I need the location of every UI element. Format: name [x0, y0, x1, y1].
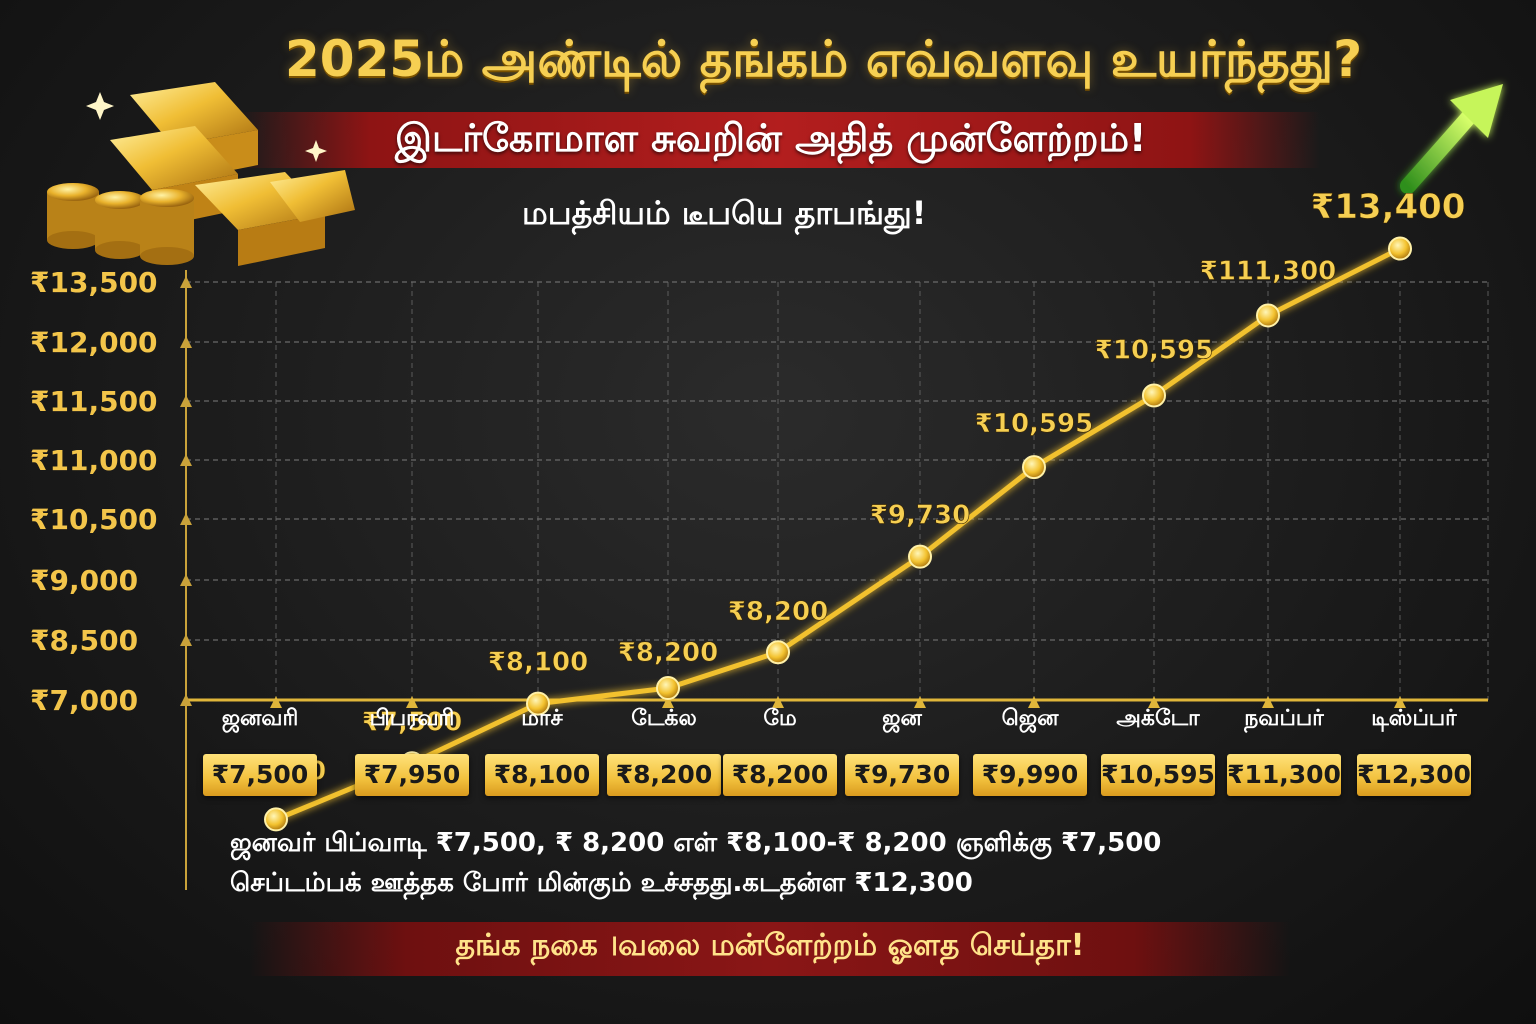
tagline: மபத்சியம் டீபயெ தாபங்து! — [522, 194, 927, 232]
footer-banner — [250, 922, 1290, 976]
price-cell: ₹9,990 — [973, 754, 1087, 796]
price-cell: ₹11,300 — [1227, 754, 1341, 796]
y-tick-label: ₹11,500 — [30, 385, 158, 418]
price-cell: ₹12,300 — [1357, 754, 1471, 796]
month-label: ஜென — [1001, 706, 1059, 731]
y-tick-label: ₹11,000 — [30, 444, 158, 477]
x-tick-mark — [1262, 696, 1274, 708]
page-title: 2025ம் அண்டில் தங்கம் எவ்வளவு உயர்ந்தது? — [285, 30, 1363, 88]
data-label: ₹10,595 — [1095, 335, 1213, 365]
chart-plot: ₹7,500₹7,500₹8,100₹8,200₹8,200₹9,730₹10,… — [226, 187, 1466, 832]
subtitle: இடர்கோமாள சுவறின் அதித் முன்ளேற்றம்! — [395, 116, 1147, 160]
month-label: அக்டோ — [1116, 706, 1200, 731]
price-cell: ₹9,730 — [845, 754, 959, 796]
note-line-1: ஜனவர் பிப்வாடி ₹7,500, ₹ 8,200 எள் ₹8,10… — [230, 828, 1162, 858]
month-label: பிபரவரி — [369, 706, 455, 731]
month-label: டேக்ல — [631, 706, 697, 731]
data-point — [1022, 455, 1046, 480]
y-tick-mark — [180, 694, 192, 706]
month-label: ஜன — [882, 706, 922, 731]
data-label: ₹8,100 — [488, 648, 588, 678]
x-tick-mark — [406, 696, 418, 708]
y-tick-label: ₹8,500 — [30, 624, 138, 657]
chart-axes: ₹13,500 ₹12,000 ₹11,500 ₹11,000 ₹10,500 ₹9,00… — [30, 266, 1488, 890]
data-point — [526, 691, 550, 716]
x-tick-mark — [1394, 696, 1406, 708]
gold-coins-icon — [47, 183, 194, 265]
y-tick-mark — [180, 454, 192, 466]
data-label: ₹7,500 — [362, 707, 462, 737]
y-tick-mark — [180, 513, 192, 525]
month-label: ஜனவரி — [221, 706, 299, 731]
y-tick-mark — [180, 395, 192, 407]
series-line — [275, 246, 1402, 822]
y-tick-mark — [180, 634, 192, 646]
data-point — [766, 640, 790, 665]
price-cell: ₹8,200 — [607, 754, 721, 796]
x-tick-mark — [914, 696, 926, 708]
month-label: மே — [763, 706, 797, 731]
data-point — [1142, 383, 1166, 408]
data-point — [1256, 303, 1280, 328]
footer-text: தங்க நகை ।வலை மன்ளேற்றம் ஓளத செய்தா! — [455, 928, 1085, 963]
price-cell: ₹8,200 — [723, 754, 837, 796]
data-point — [908, 544, 932, 569]
y-tick-label: ₹12,000 — [30, 326, 158, 359]
subtitle-banner — [240, 112, 1320, 168]
price-cell: ₹7,950 — [355, 754, 469, 796]
y-tick-mark — [180, 276, 192, 288]
data-point — [264, 807, 288, 832]
sparkle-icon — [86, 92, 327, 162]
price-cell: ₹8,100 — [485, 754, 599, 796]
month-label: மாச் — [521, 706, 563, 731]
note-line-2: செப்டம்பக் ஊத்தக போர் மின்கும் உச்சதது.க… — [230, 868, 973, 898]
data-point — [1388, 236, 1412, 261]
x-tick-mark — [270, 696, 282, 708]
data-label: ₹10,595 — [975, 409, 1093, 439]
y-tick-label: ₹9,000 — [30, 564, 138, 597]
price-cell: ₹7,500 — [203, 754, 317, 796]
month-label: டிஸ்ப்பர் — [1371, 706, 1457, 731]
chart-grid — [186, 281, 1489, 700]
trend-up-arrow-icon — [1400, 84, 1503, 194]
gold-bars-icon — [110, 82, 355, 266]
data-label: ₹13,400 — [1311, 187, 1466, 227]
data-label: ₹111,300 — [1200, 256, 1337, 286]
y-tick-label: ₹7,000 — [30, 684, 138, 717]
data-label: ₹8,200 — [728, 597, 828, 627]
y-tick-mark — [180, 336, 192, 348]
data-label: ₹8,200 — [618, 638, 718, 668]
x-tick-mark — [1028, 696, 1040, 708]
data-label: ₹9,730 — [870, 501, 970, 531]
y-tick-label: ₹10,500 — [30, 503, 158, 536]
price-cell: ₹10,595 — [1101, 754, 1215, 796]
x-tick-mark — [662, 696, 674, 708]
y-tick-label: ₹13,500 — [30, 266, 158, 299]
x-tick-mark — [772, 696, 784, 708]
x-tick-mark — [1148, 696, 1160, 708]
month-label: நவப்பர் — [1244, 706, 1324, 731]
data-point — [656, 676, 680, 701]
y-tick-mark — [180, 574, 192, 586]
